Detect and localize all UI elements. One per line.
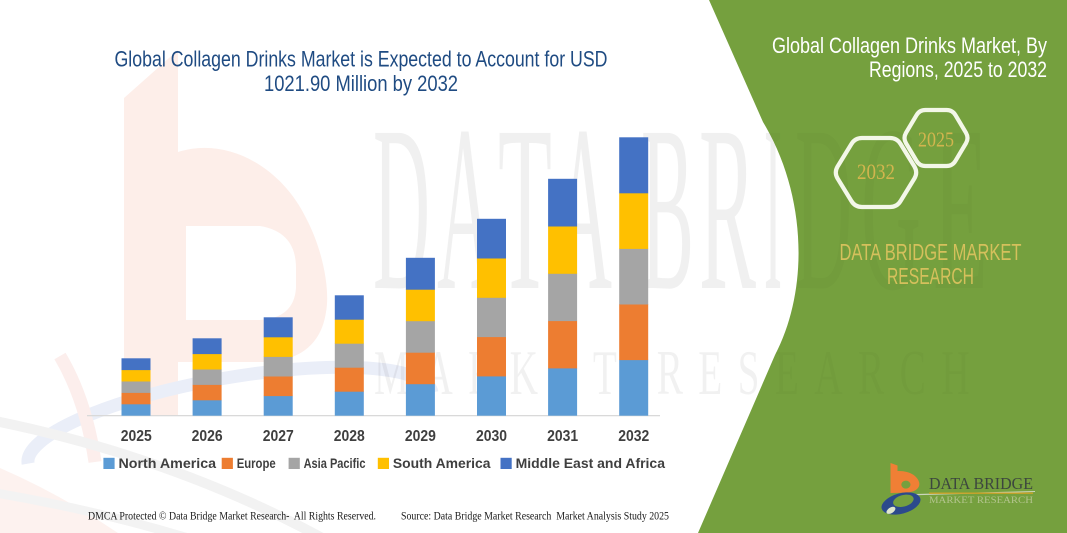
svg-text:DATA BRIDGE MARKET: DATA BRIDGE MARKET (840, 239, 1022, 265)
svg-text:MARKET RESEARCH: MARKET RESEARCH (929, 495, 1034, 505)
svg-text:2026: 2026 (192, 428, 223, 445)
svg-text:DMCA Protected © Data Bridge M: DMCA Protected © Data Bridge Market Rese… (88, 509, 376, 523)
svg-text:2029: 2029 (405, 428, 436, 445)
svg-text:2027: 2027 (263, 428, 294, 445)
svg-text:Source: Data Bridge Market Res: Source: Data Bridge Market Research Mark… (401, 509, 669, 523)
svg-text:2025: 2025 (918, 128, 954, 152)
svg-text:North America: North America (119, 456, 217, 471)
svg-text:Global Collagen Drinks Market: Global Collagen Drinks Market is Expecte… (115, 47, 608, 72)
svg-text:DATA BRIDGE: DATA BRIDGE (929, 474, 1033, 493)
svg-text:2030: 2030 (476, 428, 507, 445)
svg-text:1021.90 Million by 2032: 1021.90 Million by 2032 (264, 71, 458, 96)
svg-text:2028: 2028 (334, 428, 365, 445)
svg-text:2025: 2025 (121, 428, 152, 445)
svg-text:RESEARCH: RESEARCH (887, 263, 974, 289)
svg-text:Asia Pacific: Asia Pacific (304, 456, 366, 471)
svg-text:E: E (933, 78, 988, 340)
svg-text:Global Collagen Drinks Market,: Global Collagen Drinks Market, By (772, 33, 1047, 58)
svg-text:T: T (498, 78, 552, 340)
svg-text:D: D (795, 78, 852, 340)
svg-text:2032: 2032 (857, 159, 895, 184)
svg-text:B: B (641, 78, 694, 340)
svg-text:South America: South America (393, 456, 491, 471)
svg-text:Middle East and Africa: Middle East and Africa (516, 456, 666, 471)
svg-text:2032: 2032 (618, 428, 649, 445)
svg-text:Regions, 2025 to 2032: Regions, 2025 to 2032 (869, 57, 1047, 82)
svg-text:2031: 2031 (547, 428, 578, 445)
svg-text:Europe: Europe (237, 456, 276, 471)
svg-text:R: R (699, 78, 756, 340)
